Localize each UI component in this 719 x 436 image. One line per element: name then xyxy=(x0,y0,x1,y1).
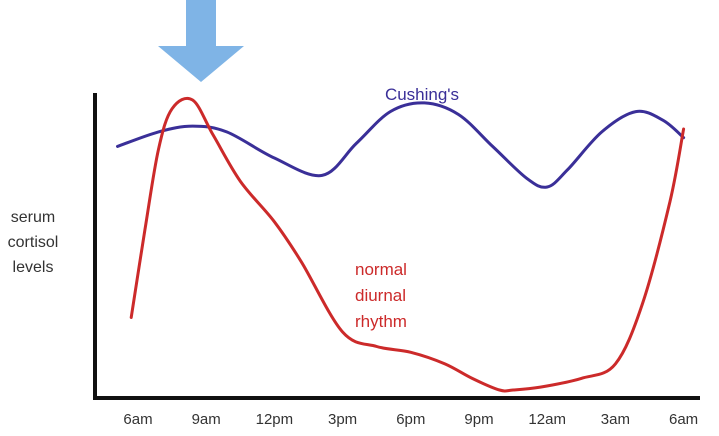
arrow-down-icon xyxy=(158,0,244,82)
y-axis-label-line-1: serum xyxy=(11,209,55,226)
x-tick-label: 6pm xyxy=(396,411,425,428)
x-tick-label: 6am xyxy=(123,411,152,428)
y-axis-label-line-3: levels xyxy=(13,259,54,276)
y-axis-label-line-2: cortisol xyxy=(8,234,59,251)
x-tick-label: 12pm xyxy=(256,411,294,428)
x-tick-label: 3am xyxy=(601,411,630,428)
normal-series-label-line-3: rhythm xyxy=(355,312,407,331)
x-tick-label: 6am xyxy=(669,411,698,428)
normal-series-label-line-1: normal xyxy=(355,260,407,279)
x-tick-label: 3pm xyxy=(328,411,357,428)
x-tick-label: 9am xyxy=(192,411,221,428)
cushings-series-line xyxy=(116,101,686,189)
x-tick-label: 9pm xyxy=(464,411,493,428)
x-tick-label: 12am xyxy=(528,411,566,428)
cushings-series-label: Cushing's xyxy=(385,85,459,104)
x-tick-labels: 6am 9am 12pm 3pm 6pm 9pm 12am 3am 6am xyxy=(123,411,698,428)
normal-diurnal-series-line xyxy=(129,96,686,393)
normal-series-label-line-2: diurnal xyxy=(355,286,406,305)
